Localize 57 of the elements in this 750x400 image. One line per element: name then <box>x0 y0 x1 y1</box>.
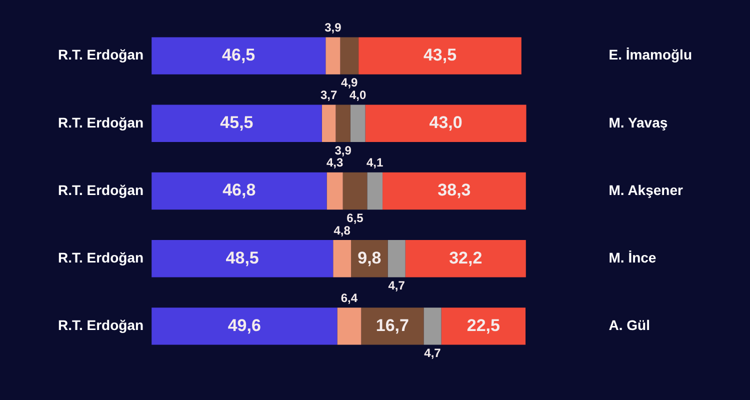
bar <box>342 172 368 210</box>
data-label: 49,6 <box>228 316 261 335</box>
data-label: 46,5 <box>222 45 256 64</box>
data-label: 3,9 <box>334 143 352 158</box>
bar <box>350 104 366 142</box>
y2-tick-label: M. Yavaş <box>608 114 668 130</box>
y-tick-label: R.T. Erdoğan <box>58 182 144 198</box>
data-label: 4,1 <box>366 156 384 170</box>
bar <box>152 172 327 210</box>
bar <box>361 308 424 345</box>
data-label: 22,5 <box>466 316 500 335</box>
data-label: 48,5 <box>226 248 259 268</box>
bar <box>337 308 362 345</box>
bar <box>336 104 350 142</box>
data-label: 4,9 <box>341 76 358 90</box>
bar <box>322 104 336 142</box>
data-label: 38,3 <box>438 180 471 200</box>
y2-tick-label: M. Akşener <box>608 182 684 198</box>
data-label: 4,7 <box>388 278 406 293</box>
data-label: 43,5 <box>423 45 457 64</box>
bar <box>333 240 352 278</box>
bar <box>358 37 522 74</box>
data-label: 16,7 <box>376 316 409 335</box>
data-label: 4,7 <box>424 346 442 360</box>
y-tick-label: R.T. Erdoğan <box>58 317 144 334</box>
data-label: 3,7 <box>320 88 338 102</box>
bar <box>367 172 383 210</box>
y-tick-label: R.T. Erdoğan <box>58 249 144 266</box>
bar <box>326 172 343 210</box>
data-label: 4,8 <box>334 223 351 238</box>
y2-tick-label: E. İmamoğlu <box>608 46 692 63</box>
bar <box>382 172 526 210</box>
bar <box>152 240 334 278</box>
data-label: 4,0 <box>349 88 366 102</box>
bar <box>424 308 442 345</box>
y-tick-label: R.T. Erdoğan <box>58 114 144 130</box>
bar <box>152 37 326 74</box>
bar <box>388 240 406 278</box>
data-label: 32,2 <box>449 248 482 268</box>
bar <box>365 104 526 142</box>
y2-tick-label: A. Gül <box>608 317 650 334</box>
data-label: 46,8 <box>222 180 256 200</box>
data-label: 9,8 <box>358 248 382 268</box>
data-label: 6,4 <box>340 290 358 305</box>
y2-tick-label: M. İnce <box>608 249 656 266</box>
data-label: 43,0 <box>429 113 462 132</box>
data-label: 6,5 <box>346 210 364 225</box>
data-label: 4,3 <box>326 156 344 170</box>
y-tick-label: R.T. Erdoğan <box>58 46 144 63</box>
data-label: 3,9 <box>324 20 342 35</box>
bar <box>405 240 526 278</box>
bar <box>152 104 322 142</box>
data-label: 45,5 <box>220 113 254 132</box>
bar <box>340 37 359 74</box>
bar <box>152 308 338 345</box>
bar <box>441 308 526 345</box>
bar <box>326 37 340 74</box>
